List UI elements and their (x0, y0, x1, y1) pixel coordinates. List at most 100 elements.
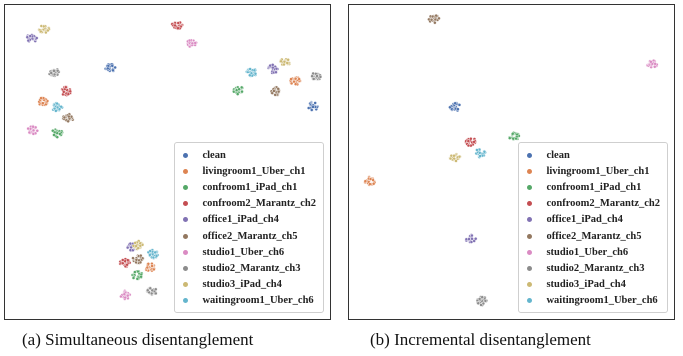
cluster-livingroom1_Uber_ch1-2 (144, 262, 156, 273)
legend-label: office2_Marantz_ch5 (546, 230, 642, 242)
legend-item: waitingroom1_Uber_ch6 (183, 293, 316, 309)
legend-label: office1_iPad_ch4 (546, 214, 623, 226)
legend-label: confroom1_iPad_ch1 (202, 182, 298, 194)
legend-item: confroom2_Marantz_ch2 (183, 196, 316, 212)
legend-a: clean livingroom1_Uber_ch1 confroom1_iPad_… (174, 142, 324, 313)
cluster-studio2_Marantz_ch3-1 (310, 71, 323, 81)
legend-label: waitingroom1_Uber_ch6 (202, 295, 314, 307)
cluster-waitingroom1_Uber_ch6-2 (146, 248, 160, 260)
legend-label: studio2_Marantz_ch3 (202, 263, 301, 275)
legend-marker (183, 217, 189, 223)
legend-marker (183, 249, 189, 255)
legend-label: confroom2_Marantz_ch2 (546, 198, 660, 210)
legend-item: waitingroom1_Uber_ch6 (527, 293, 660, 309)
cluster-office2_Marantz_ch5-2 (131, 253, 145, 265)
legend-label: confroom2_Marantz_ch2 (202, 198, 316, 210)
legend-marker (183, 266, 189, 272)
scatter-panel-a: clean livingroom1_Uber_ch1 confroom1_iPad_… (4, 4, 331, 320)
cluster-confroom1_iPad_ch1-0 (507, 131, 521, 141)
legend-marker (527, 266, 533, 272)
legend-item: studio2_Marantz_ch3 (527, 260, 660, 276)
legend-label: clean (546, 149, 570, 161)
cluster-studio1_Uber_ch6-2 (119, 289, 132, 301)
legend-label: waitingroom1_Uber_ch6 (546, 295, 658, 307)
legend-label: studio1_Uber_ch6 (546, 246, 629, 258)
legend-item: office2_Marantz_ch5 (183, 228, 316, 244)
cluster-waitingroom1_Uber_ch6-0 (51, 101, 64, 113)
cluster-confroom2_Marantz_ch2-0 (464, 137, 478, 148)
cluster-studio2_Marantz_ch3-2 (145, 286, 158, 297)
legend-item: studio1_Uber_ch6 (527, 244, 660, 260)
cluster-studio1_Uber_ch6-0 (645, 58, 659, 69)
cluster-studio3_iPad_ch4-1 (278, 57, 291, 67)
legend-label: office2_Marantz_ch5 (202, 230, 298, 242)
legend-item: confroom1_iPad_ch1 (183, 180, 316, 196)
legend-marker (527, 152, 533, 158)
legend-label: confroom1_iPad_ch1 (546, 182, 642, 194)
legend-item: studio3_iPad_ch4 (183, 277, 316, 293)
legend-item: clean (183, 147, 316, 163)
legend-marker (527, 282, 533, 288)
scatter-plot-a (25, 20, 323, 301)
legend-label: studio3_iPad_ch4 (202, 279, 282, 291)
legend-label: studio3_iPad_ch4 (546, 279, 626, 291)
legend-marker (527, 168, 533, 174)
legend-marker (183, 152, 189, 158)
legend-label: studio1_Uber_ch6 (202, 246, 285, 258)
cluster-clean-0 (448, 101, 462, 113)
cluster-studio1_Uber_ch6-0 (186, 38, 198, 49)
legend-item: confroom2_Marantz_ch2 (527, 196, 660, 212)
legend-marker (183, 282, 189, 288)
caption-b: (b) Incremental disentanglement (370, 330, 591, 349)
cluster-waitingroom1_Uber_ch6-1 (245, 67, 258, 78)
caption-a: (a) Simultaneous disentanglement (22, 330, 254, 349)
legend-item: livingroom1_Uber_ch1 (527, 163, 660, 179)
legend-item: confroom1_iPad_ch1 (527, 180, 660, 196)
cluster-office2_Marantz_ch5-0 (61, 112, 75, 124)
legend-marker (527, 298, 533, 304)
legend-item: clean (527, 147, 660, 163)
cluster-studio2_Marantz_ch3-0 (47, 67, 61, 78)
legend-label: clean (202, 149, 226, 161)
cluster-livingroom1_Uber_ch1-0 (363, 175, 377, 187)
cluster-livingroom1_Uber_ch1-0 (37, 96, 50, 107)
scatter-panel-b: clean livingroom1_Uber_ch1 confroom1_iPad_… (348, 4, 675, 320)
legend-item: office1_iPad_ch4 (183, 212, 316, 228)
legend-marker (183, 233, 189, 239)
cluster-studio2_Marantz_ch3-0 (475, 295, 489, 307)
legend-item: studio2_Marantz_ch3 (183, 260, 316, 276)
cluster-studio3_iPad_ch4-0 (448, 152, 462, 163)
legend-marker (527, 201, 533, 207)
legend-label: studio2_Marantz_ch3 (546, 263, 645, 275)
cluster-confroom2_Marantz_ch2-2 (118, 257, 132, 269)
cluster-clean-0 (103, 62, 117, 73)
legend-marker (527, 217, 533, 223)
cluster-studio3_iPad_ch4-2 (131, 239, 145, 251)
cluster-confroom2_Marantz_ch2-0 (170, 20, 184, 31)
cluster-clean-1 (306, 100, 320, 112)
cluster-office2_Marantz_ch5-1 (269, 85, 281, 97)
legend-marker (183, 298, 189, 304)
legend-item: office2_Marantz_ch5 (527, 228, 660, 244)
cluster-confroom1_iPad_ch1-0 (51, 128, 64, 139)
legend-marker (527, 249, 533, 255)
legend-marker (527, 233, 533, 239)
legend-item: livingroom1_Uber_ch1 (183, 163, 316, 179)
legend-item: studio3_iPad_ch4 (527, 277, 660, 293)
cluster-studio3_iPad_ch4-0 (37, 24, 51, 35)
legend-marker (183, 185, 189, 191)
cluster-confroom1_iPad_ch1-1 (231, 85, 244, 96)
cluster-confroom1_iPad_ch1-2 (130, 269, 144, 281)
scatter-plot-b (363, 13, 659, 307)
cluster-office1_iPad_ch4-0 (25, 33, 39, 43)
legend-item: studio1_Uber_ch6 (183, 244, 316, 260)
legend-label: livingroom1_Uber_ch1 (202, 165, 306, 177)
cluster-studio1_Uber_ch6-1 (26, 124, 39, 136)
legend-item: office1_iPad_ch4 (527, 212, 660, 228)
legend-marker (527, 185, 533, 191)
cluster-livingroom1_Uber_ch1-1 (288, 75, 302, 87)
cluster-office1_iPad_ch4-0 (464, 233, 478, 244)
cluster-confroom2_Marantz_ch2-1 (60, 85, 73, 97)
legend-b: clean livingroom1_Uber_ch1 confroom1_iPad_… (518, 142, 668, 313)
cluster-office2_Marantz_ch5-0 (427, 13, 441, 25)
